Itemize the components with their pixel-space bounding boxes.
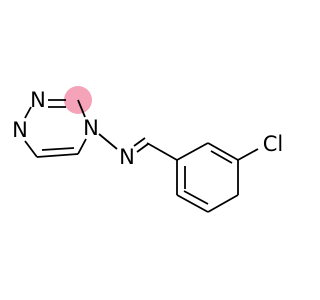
atom-label: N [119, 145, 135, 169]
bonds [24, 99, 259, 213]
molecule-diagram: N N N N Cl [12, 86, 284, 213]
atom-label: N [83, 116, 99, 140]
atom-label: N [30, 88, 46, 112]
atom-label: N [12, 118, 28, 142]
atom-label: Cl [263, 132, 284, 156]
